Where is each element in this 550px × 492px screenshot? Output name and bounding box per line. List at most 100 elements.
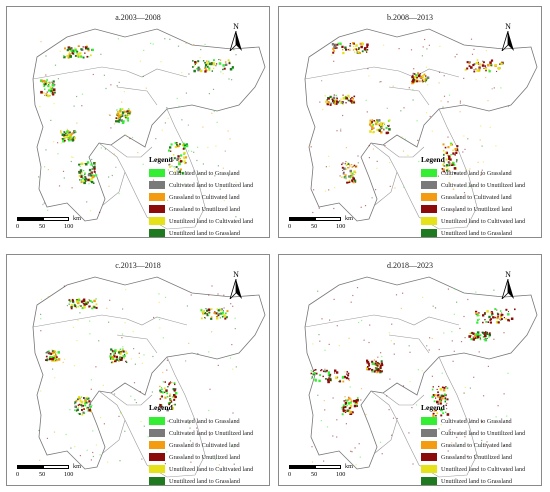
land-change-speck xyxy=(349,386,351,388)
land-change-patch xyxy=(442,149,445,152)
land-change-speck xyxy=(475,79,477,81)
land-change-patch xyxy=(476,321,479,324)
land-change-speck xyxy=(167,199,169,201)
land-change-speck xyxy=(51,81,53,83)
land-change-patch xyxy=(353,43,355,45)
region-map-b xyxy=(304,28,538,230)
land-change-speck xyxy=(118,81,120,83)
land-change-speck xyxy=(211,112,213,114)
land-change-patch xyxy=(366,359,369,362)
land-change-patch xyxy=(86,46,88,48)
land-change-patch xyxy=(109,353,112,355)
land-change-speck xyxy=(43,202,45,204)
land-change-speck xyxy=(355,464,357,466)
land-change-patch xyxy=(219,308,221,310)
scale-bar: 0 50 100 km xyxy=(16,215,87,237)
land-change-patch xyxy=(62,138,64,140)
land-change-patch xyxy=(83,303,86,306)
legend-swatch xyxy=(421,205,437,213)
land-change-speck xyxy=(100,416,102,419)
land-change-patch xyxy=(315,372,318,375)
land-change-patch xyxy=(359,42,362,45)
land-change-speck xyxy=(368,341,370,344)
land-change-patch xyxy=(483,67,485,69)
land-change-speck xyxy=(172,159,174,161)
land-change-patch xyxy=(412,82,415,84)
land-change-patch xyxy=(90,171,93,174)
land-change-patch xyxy=(353,95,356,98)
land-change-speck xyxy=(402,292,404,294)
legend-swatch xyxy=(421,229,437,237)
land-change-speck xyxy=(134,399,136,401)
land-change-speck xyxy=(410,49,413,51)
land-change-patch xyxy=(448,162,451,165)
land-change-speck xyxy=(147,436,149,438)
map-panel-d: d.2018—2023 N Legend Cultivated land to … xyxy=(278,254,542,486)
land-change-patch xyxy=(470,66,473,69)
land-change-patch xyxy=(202,312,204,314)
land-change-speck xyxy=(447,288,449,290)
land-change-patch xyxy=(76,299,78,301)
land-change-patch xyxy=(473,69,475,70)
land-change-patch xyxy=(482,60,484,62)
land-change-patch xyxy=(71,51,74,54)
land-change-speck xyxy=(407,154,409,156)
land-change-patch xyxy=(376,119,378,121)
land-change-speck xyxy=(469,387,471,389)
land-change-speck xyxy=(99,454,101,456)
land-change-speck xyxy=(438,348,440,351)
land-change-patch xyxy=(501,318,503,320)
land-change-patch xyxy=(445,158,448,161)
land-change-speck xyxy=(222,73,224,75)
panel-title: c.2013—2018 xyxy=(115,261,161,270)
land-change-patch xyxy=(434,394,437,396)
land-change-speck xyxy=(393,343,395,345)
land-change-patch xyxy=(335,371,339,374)
map-panel-c: c.2013—2018 N Legend Cultivated land to … xyxy=(6,254,270,486)
land-change-patch xyxy=(312,371,314,373)
land-change-patch xyxy=(86,396,89,399)
land-change-patch xyxy=(495,317,497,319)
land-change-patch xyxy=(87,178,90,182)
land-change-patch xyxy=(172,388,175,391)
land-change-patch xyxy=(326,102,329,106)
land-change-patch xyxy=(44,84,46,86)
land-change-patch xyxy=(321,369,323,371)
land-change-patch xyxy=(510,317,514,320)
land-change-patch xyxy=(331,43,335,46)
land-change-patch xyxy=(113,359,116,361)
land-change-patch xyxy=(375,367,379,370)
land-change-patch xyxy=(84,402,86,405)
land-change-patch xyxy=(184,156,187,159)
land-change-patch xyxy=(345,48,347,51)
land-change-patch xyxy=(349,175,353,178)
land-change-patch xyxy=(68,299,71,301)
land-change-patch xyxy=(80,48,83,51)
legend-item: Grassland to Cultivated land xyxy=(417,191,541,203)
land-change-patch xyxy=(355,401,357,403)
land-change-speck xyxy=(145,87,147,89)
land-change-patch xyxy=(378,125,381,127)
land-change-speck xyxy=(408,345,410,347)
land-change-patch xyxy=(219,59,222,61)
land-change-patch xyxy=(500,314,503,317)
land-change-speck xyxy=(130,395,132,397)
legend-swatch xyxy=(149,169,165,177)
land-change-patch xyxy=(93,166,96,168)
land-change-speck xyxy=(187,150,190,152)
land-change-patch xyxy=(342,172,345,175)
land-change-patch xyxy=(91,171,93,173)
land-change-speck xyxy=(453,313,455,315)
land-change-speck xyxy=(404,138,406,140)
land-change-speck xyxy=(441,372,443,374)
land-change-patch xyxy=(82,299,86,302)
district-boundary xyxy=(124,356,206,478)
land-change-speck xyxy=(187,124,189,126)
legend-label: Grassland to Unutilized land xyxy=(441,205,512,213)
land-change-speck xyxy=(104,148,106,150)
land-change-patch xyxy=(438,398,441,401)
land-change-patch xyxy=(333,101,335,103)
land-change-patch xyxy=(471,331,474,334)
land-change-patch xyxy=(49,358,52,361)
land-change-speck xyxy=(75,131,77,133)
